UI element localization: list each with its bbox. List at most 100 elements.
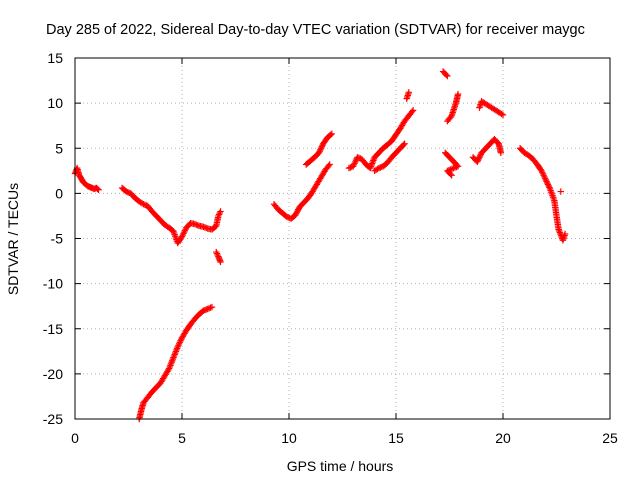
data-point <box>374 165 381 173</box>
data-point <box>347 164 354 171</box>
axis-ticks: 0 5 10 15 20 25 -25 -20 -15 -10 -5 0 5 10 15 <box>43 50 618 446</box>
y-tick-label: 15 <box>47 50 63 66</box>
data-point <box>448 172 455 179</box>
data-point <box>405 89 413 96</box>
data-point <box>474 157 482 164</box>
data-point <box>194 222 201 229</box>
data-point <box>175 340 183 347</box>
data-point <box>203 306 210 313</box>
data-point <box>350 161 358 168</box>
data-point <box>544 179 551 187</box>
data-point <box>207 304 214 311</box>
data-point <box>325 162 332 170</box>
data-point <box>539 169 546 176</box>
data-point <box>409 107 417 114</box>
data-point <box>448 165 456 173</box>
data-point <box>175 342 182 349</box>
data-point <box>214 251 221 259</box>
series-arc5 <box>270 161 333 222</box>
data-point <box>557 188 564 195</box>
data-point <box>345 164 353 172</box>
data-point <box>205 305 213 312</box>
data-point <box>174 343 181 350</box>
data-point <box>451 164 459 171</box>
x-tick-label: 25 <box>602 430 618 446</box>
series-arc11 <box>516 145 569 244</box>
data-point <box>444 72 451 80</box>
data-point <box>375 164 383 172</box>
series-arc2 <box>118 184 224 247</box>
data-point <box>95 186 102 193</box>
data-point <box>400 141 407 149</box>
data-point <box>204 305 211 313</box>
x-tick-label: 20 <box>495 430 511 446</box>
data-point <box>94 185 101 193</box>
y-tick-label: 5 <box>55 140 63 156</box>
data-point <box>180 228 188 236</box>
grid <box>75 58 610 419</box>
data-point <box>200 307 207 314</box>
data-point <box>354 154 361 161</box>
data-point <box>545 182 552 190</box>
data-point <box>447 170 454 178</box>
data-point <box>141 201 149 209</box>
data-point <box>328 130 335 138</box>
data-marks <box>71 68 569 423</box>
series-arc8 <box>371 89 413 175</box>
data-point <box>200 223 207 230</box>
data-point <box>401 140 408 147</box>
data-point <box>124 188 131 196</box>
y-tick-label: -5 <box>51 231 64 247</box>
data-point <box>201 224 209 231</box>
data-point <box>350 163 357 170</box>
data-point <box>450 165 457 172</box>
data-point <box>327 131 334 138</box>
y-tick-label: -15 <box>43 321 63 337</box>
data-point <box>213 248 220 256</box>
y-tick-label: -25 <box>43 411 63 427</box>
data-point <box>213 250 221 257</box>
data-point <box>176 339 184 346</box>
series-arc1 <box>71 164 102 193</box>
chart-title: Day 285 of 2022, Sidereal Day-to-day VTE… <box>46 22 585 38</box>
data-point <box>498 110 505 118</box>
data-point <box>138 200 146 207</box>
data-point <box>539 170 547 178</box>
data-point <box>179 231 186 239</box>
data-point <box>215 212 222 220</box>
data-point <box>543 178 550 185</box>
data-point <box>318 143 326 150</box>
data-point <box>542 176 549 184</box>
data-point <box>165 366 172 374</box>
x-tick-label: 0 <box>71 430 79 446</box>
data-point <box>178 233 186 240</box>
data-point <box>283 213 291 221</box>
data-point <box>561 230 569 238</box>
series-arc7 <box>345 107 417 172</box>
data-point <box>191 220 199 228</box>
y-tick-label: -20 <box>43 366 63 382</box>
data-point <box>193 221 200 228</box>
data-point <box>317 146 324 153</box>
data-point <box>540 172 547 179</box>
series-arc4 <box>136 303 216 423</box>
data-point <box>316 148 323 155</box>
data-point <box>546 184 553 191</box>
data-point <box>177 337 184 344</box>
data-point <box>499 111 507 119</box>
data-point <box>497 149 505 156</box>
data-point <box>201 306 209 314</box>
data-point <box>217 208 224 215</box>
data-point <box>443 71 450 79</box>
data-point <box>217 258 224 266</box>
data-point <box>408 108 416 115</box>
x-axis-label: GPS time / hours <box>287 458 394 474</box>
data-point <box>315 149 323 156</box>
data-point <box>377 164 384 171</box>
series-arc3 <box>213 248 224 266</box>
data-point <box>454 90 462 98</box>
x-tick-label: 15 <box>388 430 404 446</box>
data-point <box>541 173 548 181</box>
data-point <box>317 145 325 152</box>
